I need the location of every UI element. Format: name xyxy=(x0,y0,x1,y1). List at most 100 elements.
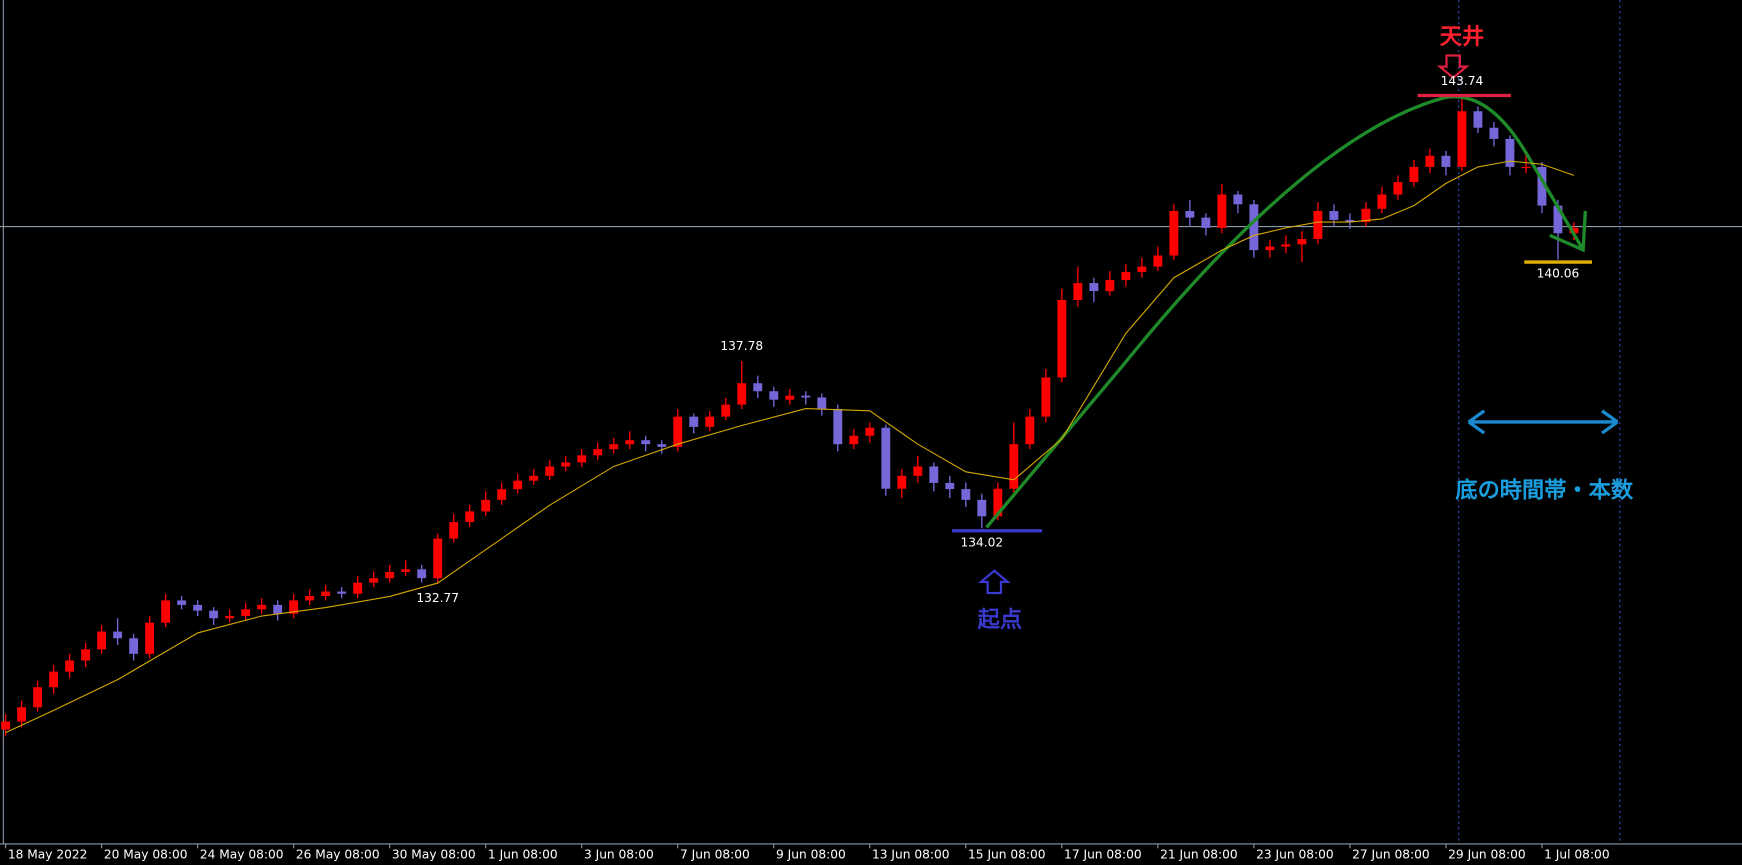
candle-body xyxy=(1185,210,1195,218)
candle-body xyxy=(81,649,91,661)
trend-curve xyxy=(985,95,1585,529)
candle-body xyxy=(1153,255,1163,267)
candle-body xyxy=(513,480,523,490)
candle-body xyxy=(33,687,43,708)
candle-body xyxy=(705,416,715,427)
annotation-top: 天井 xyxy=(1440,24,1484,50)
candle-body xyxy=(1345,219,1355,223)
candle-body xyxy=(1057,299,1067,378)
candle-body xyxy=(1553,205,1563,234)
candle-body xyxy=(385,571,395,579)
candle-body xyxy=(1121,271,1131,280)
x-tick-label: 18 May 2022 xyxy=(8,848,88,862)
candle-body xyxy=(801,395,811,398)
candle-body xyxy=(417,569,427,579)
candle-body xyxy=(465,511,475,523)
candle-body xyxy=(145,622,155,654)
candle-body xyxy=(161,600,171,623)
candle-body xyxy=(353,582,363,594)
candle-body xyxy=(1425,155,1435,167)
candle-body xyxy=(785,395,795,400)
candle-body xyxy=(737,383,747,405)
x-tick-label: 21 Jun 08:00 xyxy=(1160,848,1238,862)
x-tick-label: 17 Jun 08:00 xyxy=(1064,848,1142,862)
candle-body xyxy=(929,466,939,483)
candle-body xyxy=(1217,194,1227,228)
up-arrow xyxy=(977,569,1011,595)
annotation-bottom-zone: 底の時間帯・本数 xyxy=(1455,476,1633,503)
candle-body xyxy=(833,409,843,445)
candle-body xyxy=(545,466,555,476)
x-tick-label: 13 Jun 08:00 xyxy=(872,848,950,862)
candle-body xyxy=(337,591,347,594)
candle-body xyxy=(1329,210,1339,220)
x-tick-label: 23 Jun 08:00 xyxy=(1256,848,1334,862)
candle-body xyxy=(657,444,667,447)
candle-body xyxy=(673,416,683,447)
candle-body xyxy=(209,610,219,619)
annotation-start: 起点 xyxy=(978,607,1022,633)
candle-body xyxy=(1409,166,1419,183)
candle-body xyxy=(769,391,779,400)
candle-body xyxy=(753,383,763,392)
candle-body xyxy=(961,489,971,500)
candle-body xyxy=(1313,210,1323,240)
candle-body xyxy=(945,482,955,490)
candle-body xyxy=(433,538,443,579)
candle-body xyxy=(1505,138,1515,167)
candle-body xyxy=(401,569,411,572)
candle-body xyxy=(225,616,235,619)
candle-body xyxy=(913,466,923,476)
candle-body xyxy=(1377,194,1387,209)
candle-body xyxy=(65,660,75,672)
candle-body xyxy=(305,595,315,601)
price-label: 143.74 xyxy=(1441,74,1484,88)
double-arrow xyxy=(1467,409,1619,435)
candle-body xyxy=(689,416,699,427)
candle-body xyxy=(193,604,203,611)
x-tick-label: 27 Jun 08:00 xyxy=(1352,848,1430,862)
candle-body xyxy=(1,721,11,730)
price-label: 140.06 xyxy=(1537,266,1580,280)
x-tick-label: 29 Jun 08:00 xyxy=(1448,848,1526,862)
candle-body xyxy=(1537,166,1547,206)
candle-body xyxy=(1201,217,1211,228)
down-arrow xyxy=(1436,54,1470,80)
candle-body xyxy=(49,671,59,688)
candle-body xyxy=(1009,444,1019,489)
candle-body xyxy=(625,440,635,445)
x-tick-label: 26 May 08:00 xyxy=(296,848,380,862)
x-tick-label: 1 Jun 08:00 xyxy=(488,848,558,862)
candle-body xyxy=(1249,204,1259,251)
candle-body xyxy=(369,578,379,583)
candle-body xyxy=(817,397,827,410)
candle-body xyxy=(1041,377,1051,417)
candle-body xyxy=(257,604,267,610)
candle-body xyxy=(1281,244,1291,247)
candle-body xyxy=(321,591,331,596)
candle-body xyxy=(1473,111,1483,128)
candle-body xyxy=(273,604,283,614)
candle-body xyxy=(1137,266,1147,272)
candle-body xyxy=(497,489,507,500)
candle-body xyxy=(1361,208,1371,223)
candle-body xyxy=(1457,111,1467,167)
candle-body xyxy=(1441,155,1451,167)
candle-body xyxy=(17,707,27,722)
candle-body xyxy=(641,440,651,445)
candle-body xyxy=(561,462,571,467)
candle-body xyxy=(1169,210,1179,256)
candle-body xyxy=(1297,239,1307,245)
candle-body xyxy=(97,631,107,650)
candle-body xyxy=(1569,227,1579,234)
x-tick-label: 7 Jun 08:00 xyxy=(680,848,750,862)
candle-body xyxy=(481,499,491,512)
candle-body xyxy=(177,600,187,605)
candle-body xyxy=(865,427,875,436)
arrowhead xyxy=(1549,210,1588,253)
candle-body xyxy=(721,404,731,417)
candle-body xyxy=(289,600,299,614)
candle-body xyxy=(241,609,251,617)
candle-body xyxy=(1393,182,1403,195)
